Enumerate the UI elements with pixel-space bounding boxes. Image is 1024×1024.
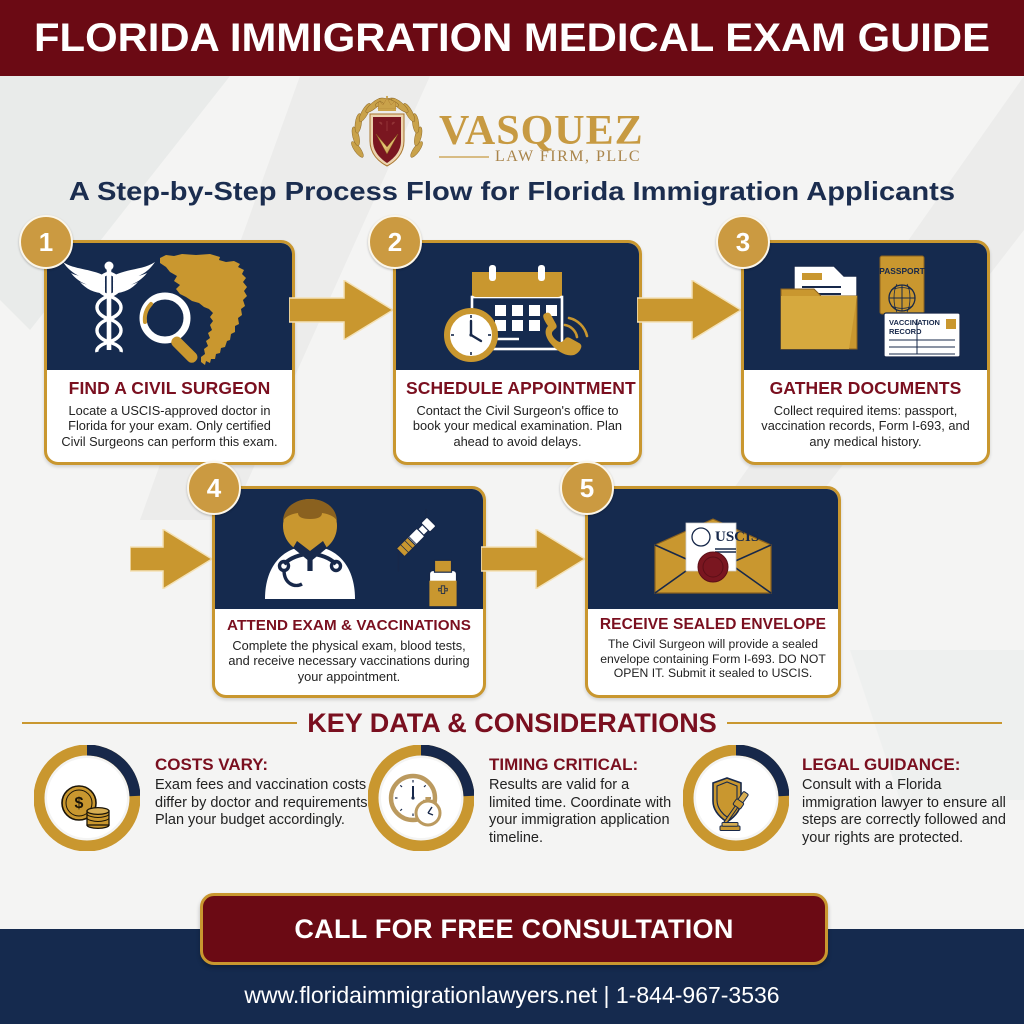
svg-text:$: $ bbox=[75, 795, 84, 812]
svg-text:PASSPORT: PASSPORT bbox=[879, 266, 925, 276]
svg-text:LAW FIRM, PLLC: LAW FIRM, PLLC bbox=[495, 148, 641, 165]
svg-text:USCIS: USCIS bbox=[715, 529, 759, 545]
svg-text:VACCINATION: VACCINATION bbox=[889, 318, 940, 327]
